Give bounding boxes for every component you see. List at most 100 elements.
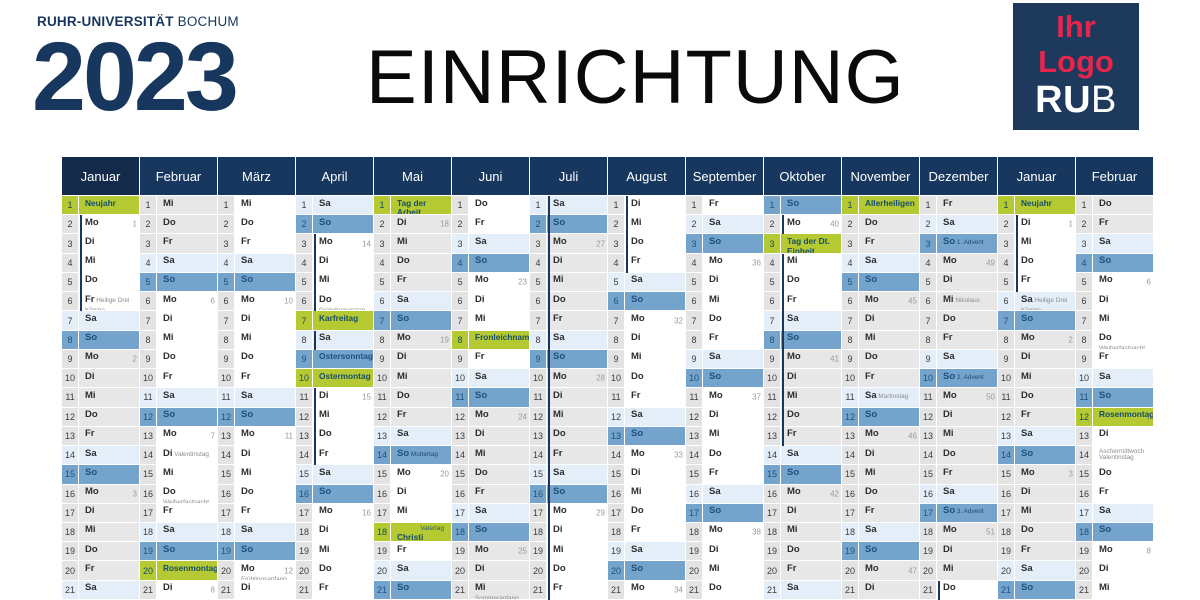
day-cell-januar-8: 8 Mo 2 [998,330,1075,350]
weekday-abbr: Mo [943,524,957,536]
day-content: Mi [157,465,217,484]
day-content: Do [1015,253,1075,272]
day-cell-april-18: 18 Di [296,522,373,543]
school-holiday-bar [314,330,316,350]
day-number: 20 [140,561,157,580]
day-number: 13 [218,426,235,446]
weekday-abbr: Fr [865,235,875,247]
day-content: Mo 33 [625,446,685,465]
weekday-abbr: Di [865,447,875,459]
day-cell-april-7: 7 Karfreitag [296,311,373,331]
day-content: Sa [391,292,451,311]
day-content: Rosenmontag [157,561,217,580]
day-content: Mi [1093,311,1153,330]
day-content: Di [391,349,451,369]
day-cell-dezember-9: 9 Sa [920,349,997,370]
day-content: Mi [625,484,685,503]
day-content: Mi Nikolaus [937,292,997,311]
day-number: 9 [1076,349,1093,369]
weekday-abbr: So [241,543,254,555]
weekday-abbr: So [709,235,722,247]
day-cell-september-18: 18 Mo 38 [686,522,763,543]
day-number: 4 [764,253,781,272]
weekday-abbr: Di [241,582,251,594]
day-number: 5 [920,272,937,292]
weekday-abbr: Di [475,428,485,440]
day-number: 18 [842,522,859,542]
week-number: 8 [1146,546,1151,556]
day-content: Do [625,234,685,253]
day-number: 2 [1076,215,1093,234]
day-cell-mai-10: 10 Mi [374,369,451,389]
day-cell-juni-2: 2 Fr [452,215,529,235]
day-cell-februar-6: 6 Di [1076,292,1153,312]
day-number: 7 [686,311,703,330]
day-cell-januar-3: 3 Mi [998,234,1075,254]
day-cell-dezember-7: 7 Do [920,311,997,331]
weekday-abbr: Fr [241,505,251,517]
day-number: 9 [530,349,547,369]
weekday-abbr: Mi [163,332,174,344]
day-number: 5 [218,272,235,292]
day-cell-april-16: 16 So [296,484,373,504]
weekday-abbr: Sa [1099,370,1111,382]
month-header: Dezember [920,157,997,196]
day-cell-oktober-21: 21 Sa [764,580,841,600]
week-number: 23 [518,277,527,287]
day-content: Sa [313,330,373,349]
day-number: 18 [764,522,781,542]
day-cell-juni-6: 6 Di [452,292,529,312]
day-number: 11 [764,388,781,407]
day-content: Mi [79,388,139,407]
day-number: 19 [62,542,79,561]
holiday-note: Weiberfastnacht [163,498,210,503]
day-number: 13 [452,426,469,446]
weekday-abbr: Do [475,197,488,209]
day-cell-januar-18: 18 Do [998,522,1075,543]
day-number: 13 [530,426,547,446]
day-content: Fr [1015,542,1075,561]
day-content: Mo 14 [313,234,373,253]
day-content: Do [859,484,919,503]
day-number: 18 [530,522,547,542]
day-number: 21 [764,580,781,599]
day-number: 6 [920,292,937,311]
day-cell-februar-12: 12 Rosenmontag 7 [1076,407,1153,427]
day-content: Mo Frühlingsanfang 12 [235,561,295,580]
day-cell-januar-2: 2 Di 1 [998,215,1075,235]
day-number: 17 [998,503,1015,522]
weekday-abbr: Di [1099,562,1109,574]
day-cell-september-13: 13 Mi [686,426,763,447]
day-number: 4 [686,253,703,272]
weekday-abbr: So [85,332,98,344]
day-cell-mai-4: 4 Do [374,253,451,273]
day-cell-april-9: 9 Ostersonntag [296,349,373,370]
day-cell-januar-12: 12 Fr [998,407,1075,427]
weekday-abbr: Sa [1021,428,1033,440]
day-content: Fr [703,465,763,484]
school-holiday-bar [548,369,550,389]
day-content: Di [937,407,997,426]
day-number: 2 [374,215,391,234]
day-cell-november-8: 8 Mi [842,330,919,350]
day-number: 4 [1076,253,1093,272]
day-number: 6 [140,292,157,311]
day-cell-september-17: 17 So [686,503,763,523]
day-cell-märz-9: 9 Do [218,349,295,370]
school-holiday-bar [548,465,550,485]
day-cell-januar-19: 19 Do [62,542,139,562]
day-number: 10 [686,369,703,388]
day-cell-januar-21: 21 So [998,580,1075,600]
day-number: 2 [764,215,781,234]
day-content: Do [1015,388,1075,407]
weekday-abbr: Di [709,274,719,286]
day-cell-januar-10: 10 Mi [998,369,1075,389]
weekday-abbr: Sa [163,255,175,267]
weekday-abbr: Sa [475,370,487,382]
weekday-abbr: Fr [1021,543,1031,555]
day-number: 9 [608,349,625,369]
day-cell-september-6: 6 Mi [686,292,763,312]
holiday-label: Karfreitag [319,312,359,323]
weekday-abbr: Mo [865,428,879,440]
day-cell-märz-12: 12 So [218,407,295,427]
